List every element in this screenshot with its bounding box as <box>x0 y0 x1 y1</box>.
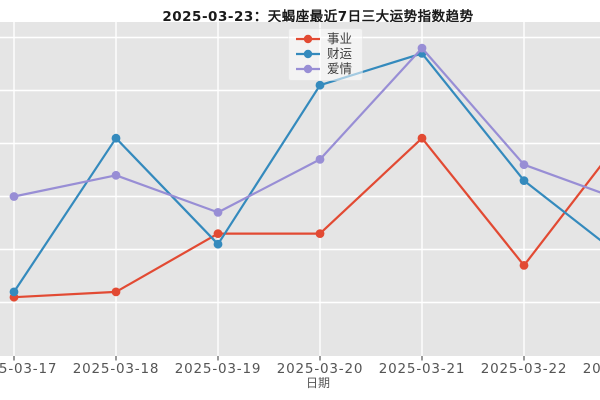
data-point-career <box>315 229 325 239</box>
series-wealth <box>9 49 600 297</box>
data-point-wealth <box>315 80 325 90</box>
x-tick-label: 2025-03-21 <box>379 361 465 377</box>
data-point-love <box>111 170 121 180</box>
legend-item-label: 爱情 <box>327 61 353 76</box>
data-point-career <box>417 133 427 143</box>
x-tick-label: 2025-03-22 <box>481 361 567 377</box>
series-career <box>9 133 600 302</box>
data-point-love <box>9 192 19 201</box>
x-tick-label: 2025-03-20 <box>277 361 363 377</box>
x-tick-label: 2025-03-18 <box>73 361 159 377</box>
data-point-career <box>213 229 223 239</box>
data-point-love <box>417 43 427 53</box>
x-axis-label: 日期 <box>305 376 330 390</box>
x-tick-label: 2025-03-17 <box>0 361 57 377</box>
data-point-career <box>111 287 121 297</box>
chart-title: 2025-03-23：天蝎座最近7日三大运势指数趋势 <box>162 9 474 25</box>
x-tick-labels: 2025-03-17 2025-03-18 2025-03-19 2025-03-20… <box>0 361 600 377</box>
x-tick-label: 2025-03-19 <box>175 361 261 377</box>
love-line-marker-icon <box>296 64 320 74</box>
legend-item-label: 财运 <box>327 46 353 61</box>
career-line-marker-icon <box>296 34 320 44</box>
legend: 事业 财运 爱情 <box>288 28 364 81</box>
legend-item-wealth: 财运 <box>295 47 352 61</box>
data-point-love <box>519 160 529 170</box>
data-point-love <box>315 155 325 164</box>
wealth-line-marker-icon <box>296 49 320 59</box>
data-point-love <box>213 208 223 217</box>
data-point-wealth <box>9 287 19 297</box>
x-tick-label: 2025-03-23 <box>583 361 600 377</box>
legend-item-love: 爱情 <box>295 62 352 76</box>
data-point-wealth <box>519 176 529 186</box>
x-tick-marks <box>13 356 525 361</box>
data-point-wealth <box>213 239 223 249</box>
data-point-career <box>519 261 529 270</box>
legend-item-career: 事业 <box>295 32 352 46</box>
legend-item-label: 事业 <box>327 31 353 46</box>
series-love <box>9 43 600 217</box>
data-point-wealth <box>111 133 121 143</box>
